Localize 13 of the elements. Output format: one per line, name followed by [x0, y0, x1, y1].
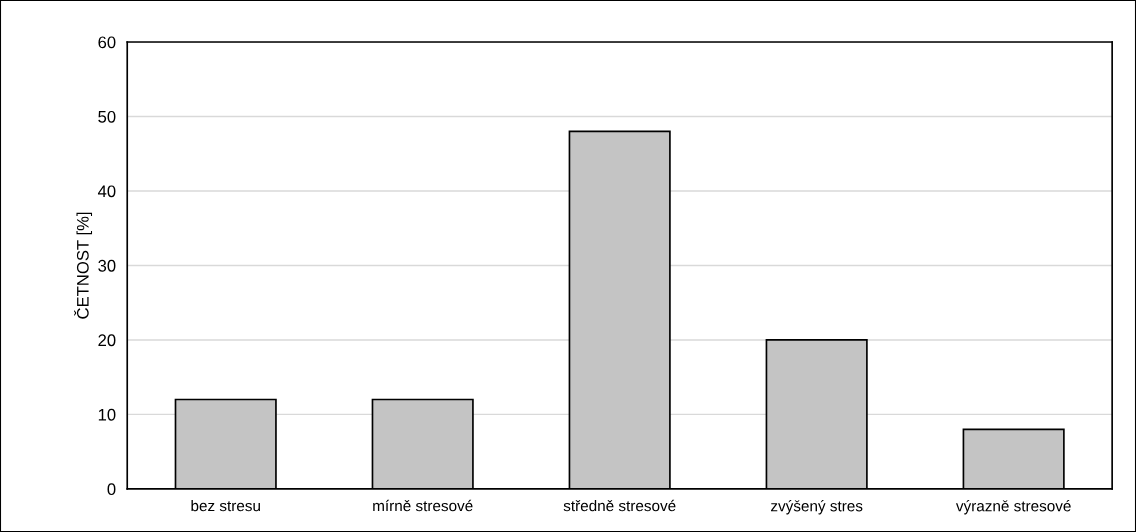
y-tick-label: 40 — [97, 185, 116, 198]
y-tick-label: 60 — [98, 36, 116, 49]
x-tick-label: středně stresové — [563, 499, 676, 512]
x-tick-label: výrazně stresové — [955, 500, 1071, 515]
y-axis-title: ČETNOST [%] — [74, 212, 93, 319]
y-tick-label: 0 — [107, 483, 116, 496]
y-tick-label: 50 — [98, 110, 116, 123]
y-tick-label: 20 — [98, 334, 116, 347]
x-tick-label: mírně stresové — [373, 499, 473, 512]
x-tick-label: bez stresu — [191, 500, 260, 512]
y-tick-label: 30 — [98, 259, 116, 272]
x-tick-label: zvýšený stres — [771, 500, 863, 515]
y-tick-label: 10 — [98, 408, 116, 421]
